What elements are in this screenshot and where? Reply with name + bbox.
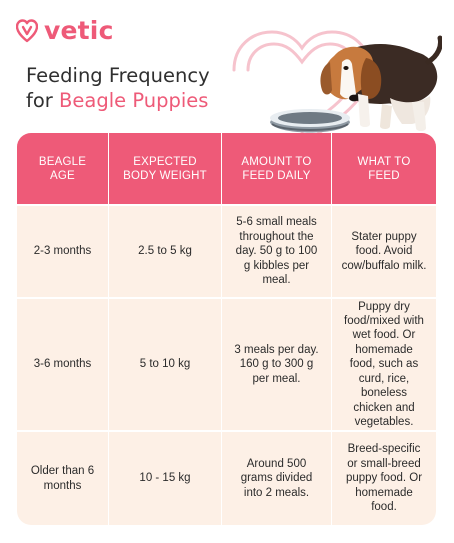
- brand-name: vetic: [44, 16, 114, 45]
- title-line-2: for Beagle Puppies: [26, 88, 210, 113]
- cell-weight: 2.5 to 5 kg: [108, 206, 221, 297]
- cell-food: Stater puppy food. Avoid cow/buffalo mil…: [331, 206, 436, 297]
- column-header-food: WHAT TO FEED: [331, 133, 436, 204]
- heart-v-logo-icon: [16, 18, 38, 42]
- page-title: Feeding Frequency for Beagle Puppies: [26, 63, 210, 113]
- cell-age: 3-6 months: [33, 358, 92, 371]
- column-header-weight: EXPECTED BODY WEIGHT: [108, 133, 221, 204]
- cell-weight: 5 to 10 kg: [108, 299, 221, 430]
- beagle-puppy-illustration: [270, 35, 442, 133]
- column-header-age: BEAGLE AGE: [38, 155, 87, 182]
- title-highlight: Beagle Puppies: [59, 89, 209, 112]
- table-header: BEAGLE AGE EXPECTED BODY WEIGHT AMOUNT T…: [17, 133, 436, 204]
- table-row: 2-3 months 2.5 to 5 kg 5-6 small meals t…: [17, 204, 436, 297]
- title-prefix: for: [26, 89, 60, 112]
- cell-age: Older than 6 months: [30, 465, 95, 492]
- cell-amount: 3 meals per day. 160 g to 300 g per meal…: [221, 299, 331, 430]
- table-row: Older than 6 months 10 - 15 kg Around 50…: [17, 430, 436, 525]
- feeding-table: BEAGLE AGE EXPECTED BODY WEIGHT AMOUNT T…: [17, 133, 436, 525]
- title-line-1: Feeding Frequency: [26, 64, 210, 87]
- cell-food: Breed-specific or small-breed puppy food…: [331, 432, 436, 525]
- cell-amount: 5-6 small meals throughout the day. 50 g…: [221, 206, 331, 297]
- brand-logo: vetic: [16, 16, 114, 45]
- column-header-amount: AMOUNT TO FEED DAILY: [221, 133, 331, 204]
- cell-age: 2-3 months: [33, 245, 92, 258]
- cell-food: Puppy dry food/mixed with wet food. Or h…: [331, 299, 436, 430]
- cell-amount: Around 500 grams divided into 2 meals.: [221, 432, 331, 525]
- cell-weight: 10 - 15 kg: [108, 432, 221, 525]
- table-row: 3-6 months 5 to 10 kg 3 meals per day. 1…: [17, 297, 436, 430]
